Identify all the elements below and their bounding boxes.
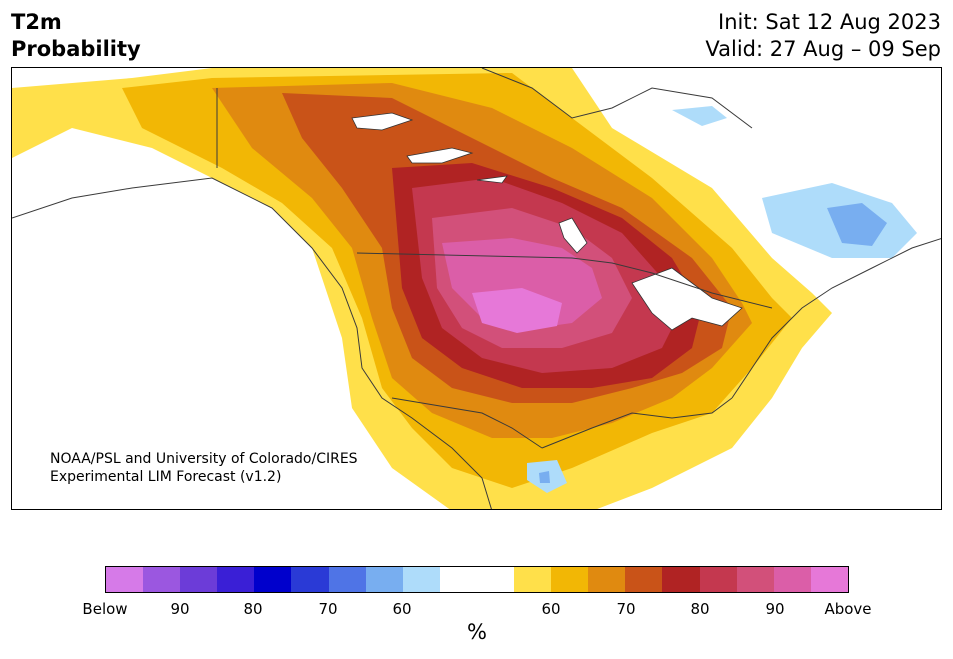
- colorbar-swatch: [143, 567, 181, 592]
- colorbar-swatch: [106, 567, 144, 592]
- colorbar-swatch: [588, 567, 626, 592]
- tick-60-below: 60: [392, 600, 412, 618]
- colorbar-swatch: [773, 567, 811, 592]
- colorbar-swatch: [439, 567, 477, 592]
- colorbar-swatch: [810, 567, 848, 592]
- tick-70-below: 70: [318, 600, 338, 618]
- colorbar-swatch: [328, 567, 366, 592]
- gulf-coast: [541, 397, 733, 449]
- colorbar-swatch: [365, 567, 403, 592]
- init-date: Init: Sat 12 Aug 2023: [718, 10, 941, 34]
- valid-dates: Valid: 27 Aug – 09 Sep: [705, 37, 941, 61]
- below-light-hudson: [672, 106, 727, 126]
- colorbar-swatch: [551, 567, 589, 592]
- colorbar-swatch: [291, 567, 329, 592]
- credit-line-1: NOAA/PSL and University of Colorado/CIRE…: [50, 451, 358, 467]
- colorbar-swatch: [476, 567, 515, 592]
- lakes: [351, 112, 743, 331]
- title-line-2: Probability: [11, 37, 141, 61]
- east-coast: [731, 238, 941, 399]
- colorbar-swatch: [254, 567, 292, 592]
- colorbar-swatch: [736, 567, 774, 592]
- tick-below: Below: [82, 600, 128, 618]
- credit-text: NOAA/PSL and University of Colorado/CIRE…: [50, 450, 358, 486]
- lake-winnipeg: [558, 217, 588, 254]
- title-line-1: T2m: [11, 10, 62, 34]
- colorbar: [105, 566, 849, 593]
- forecast-dates: Init: Sat 12 Aug 2023 Valid: 27 Aug – 09…: [705, 9, 941, 63]
- great-bear-lake: [351, 112, 414, 131]
- great-slave-lake: [406, 147, 474, 164]
- below-mid-quebec: [827, 203, 887, 246]
- tick-80-above: 80: [690, 600, 710, 618]
- tick-80-below: 80: [243, 600, 263, 618]
- probability-map: NOAA/PSL and University of Colorado/CIRE…: [11, 67, 942, 510]
- probability-contours: [12, 68, 917, 509]
- colorbar-swatch: [180, 567, 218, 592]
- tick-90-below: 90: [170, 600, 190, 618]
- great-lakes: [631, 267, 743, 331]
- map-title: T2m Probability: [11, 9, 141, 63]
- hudson-bay: [481, 68, 753, 129]
- tick-70-above: 70: [616, 600, 636, 618]
- map-canvas: [12, 68, 941, 509]
- us-canada-border: [356, 252, 773, 309]
- colorbar-swatch: [514, 567, 552, 592]
- tick-60-above: 60: [541, 600, 561, 618]
- colorbar-unit: %: [467, 620, 487, 644]
- borders: [12, 68, 941, 509]
- coastline-west: [12, 177, 492, 509]
- contour-core: [472, 288, 562, 333]
- below-mid-mexico: [539, 471, 550, 483]
- colorbar-swatch: [625, 567, 663, 592]
- colorbar-swatch: [402, 567, 440, 592]
- colorbar-swatch: [217, 567, 255, 592]
- us-mexico-border: [391, 397, 543, 449]
- colorbar-swatch: [699, 567, 737, 592]
- tick-90-above: 90: [765, 600, 785, 618]
- colorbar-swatch: [662, 567, 700, 592]
- credit-line-2: Experimental LIM Forecast (v1.2): [50, 469, 282, 485]
- lake-athabasca: [476, 175, 508, 184]
- tick-above: Above: [824, 600, 872, 618]
